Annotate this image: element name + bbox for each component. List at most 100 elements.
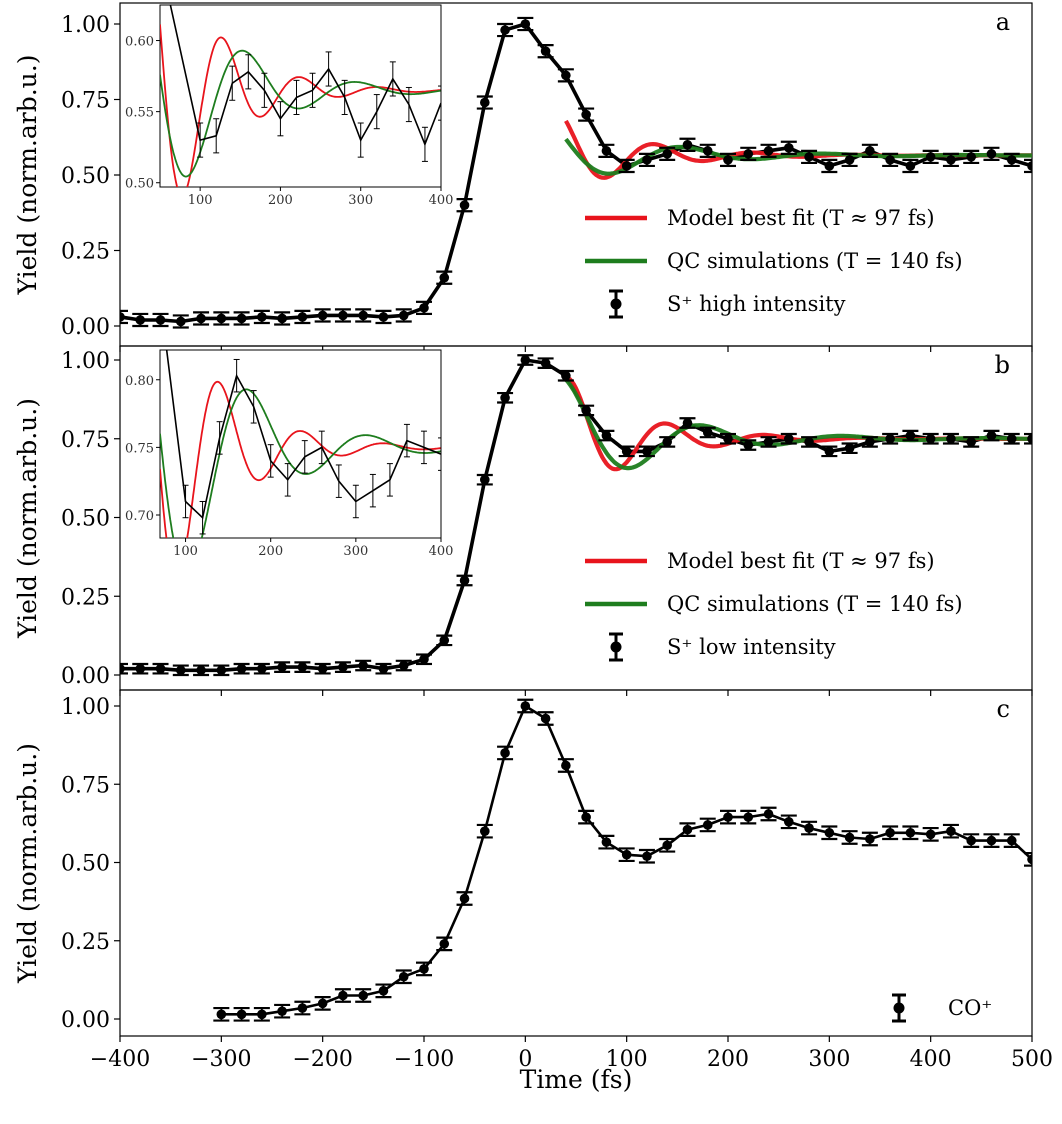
data-point — [561, 371, 571, 381]
x-tick-label: 400 — [910, 1047, 952, 1072]
data-point — [318, 999, 328, 1009]
data-point — [784, 817, 794, 827]
data-point — [480, 475, 490, 485]
data-point — [318, 311, 328, 321]
y-tick-label: 0.75 — [61, 773, 110, 798]
data-point — [642, 447, 652, 457]
data-point — [217, 665, 227, 675]
data-point — [379, 312, 389, 322]
data-point — [176, 317, 186, 327]
panel-c: 0.000.250.500.751.00−400 −300 −200 −100 0 100… — [13, 690, 1053, 1094]
x-tick-label: −300 — [191, 1047, 251, 1072]
inset-plot: 100 200 300 4000.500.550.60 — [125, 0, 453, 208]
data-point — [217, 1010, 227, 1020]
data-point — [804, 437, 814, 447]
data-point — [804, 152, 814, 162]
data-point — [460, 894, 470, 904]
data-point — [966, 152, 976, 162]
data-point — [541, 714, 551, 724]
data-point — [764, 146, 774, 156]
data-point — [338, 991, 348, 1001]
data-point — [845, 155, 855, 165]
data-point — [439, 939, 449, 949]
y-tick-label: 0.75 — [61, 89, 110, 114]
inset-x-tick-label: 200 — [258, 544, 283, 559]
data-point — [581, 812, 591, 822]
data-point — [642, 851, 652, 861]
data-point — [358, 311, 368, 321]
qc-simulation-curve — [566, 380, 1032, 469]
inset-plot: 100 200 300 400 0.70 0.75 0.80 — [125, 310, 453, 579]
data-point — [298, 1003, 308, 1013]
data-point — [906, 431, 916, 441]
inset-y-tick-label: 0.60 — [125, 35, 154, 50]
data-point — [439, 273, 449, 283]
y-tick-label: 0.75 — [61, 428, 110, 453]
data-point — [135, 664, 145, 674]
inset-x-tick-label: 300 — [343, 544, 368, 559]
data-point — [257, 312, 267, 322]
data-point — [865, 437, 875, 447]
x-axis-title: Time (fs) — [520, 1065, 633, 1094]
data-point — [1027, 434, 1037, 444]
data-point — [1007, 836, 1017, 846]
data-point — [683, 418, 693, 428]
data-point — [784, 143, 794, 153]
data-point — [784, 434, 794, 444]
legend-marker — [894, 1003, 905, 1014]
data-point — [906, 161, 916, 171]
data-point — [156, 664, 166, 674]
data-point — [115, 312, 125, 322]
data-point — [885, 434, 895, 444]
data-point — [500, 393, 510, 403]
panel-b: 0.000.250.500.751.00Yield (norm.arb.u.)b… — [13, 310, 1040, 696]
data-point — [1007, 434, 1017, 444]
data-point — [743, 149, 753, 159]
data-point — [541, 358, 551, 368]
data-point — [419, 964, 429, 974]
data-point — [662, 840, 672, 850]
data-point — [804, 823, 814, 833]
data-point — [521, 355, 531, 365]
data-point — [500, 25, 510, 35]
data-point — [318, 664, 328, 674]
inset-y-tick-label: 0.55 — [125, 106, 154, 121]
data-point — [825, 161, 835, 171]
data-point — [703, 820, 713, 830]
inset-x-tick-label: 400 — [429, 544, 454, 559]
inset-y-tick-label: 0.70 — [125, 509, 154, 524]
data-point — [946, 155, 956, 165]
data-point — [541, 46, 551, 56]
data-point — [865, 146, 875, 156]
data-point — [196, 314, 206, 324]
plot-area — [213, 700, 1040, 1021]
data-point — [662, 149, 672, 159]
data-point — [1007, 155, 1017, 165]
data-point — [379, 986, 389, 996]
y-tick-label: 0.00 — [61, 1008, 110, 1033]
data-point — [764, 809, 774, 819]
data-point — [156, 315, 166, 325]
data-point — [277, 314, 287, 324]
data-point — [561, 71, 571, 81]
data-point — [460, 200, 470, 210]
data-point — [683, 140, 693, 150]
data-point — [703, 428, 713, 438]
x-tick-label: 500 — [1011, 1047, 1053, 1072]
data-point — [723, 155, 733, 165]
x-tick-label: 300 — [808, 1047, 850, 1072]
data-point — [987, 431, 997, 441]
legend-label: S⁺ high intensity — [667, 292, 846, 316]
data-point — [662, 437, 672, 447]
y-axis-title: Yield (norm.arb.u.) — [13, 398, 42, 639]
data-point — [703, 146, 713, 156]
data-point — [460, 576, 470, 586]
inset-x-tick-label: 400 — [429, 193, 454, 208]
inset-x-tick-label: 200 — [268, 193, 293, 208]
data-point — [885, 828, 895, 838]
data-point — [966, 836, 976, 846]
data-point — [399, 972, 409, 982]
y-axis-title: Yield (norm.arb.u.) — [13, 55, 42, 296]
data-point — [825, 447, 835, 457]
